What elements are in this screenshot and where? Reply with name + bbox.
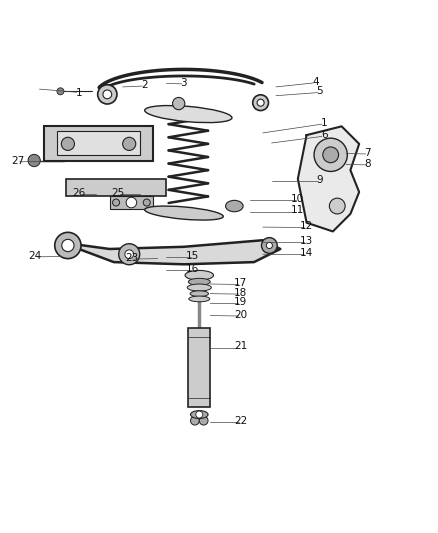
Text: 12: 12 [300,221,313,231]
Ellipse shape [145,106,232,123]
Circle shape [257,99,264,106]
Text: 6: 6 [321,130,328,140]
Text: 16: 16 [186,264,199,273]
Text: 26: 26 [72,188,85,198]
Text: 24: 24 [28,251,42,261]
Circle shape [191,416,199,425]
Circle shape [28,155,40,167]
Text: 19: 19 [234,297,247,308]
Circle shape [126,197,137,208]
Polygon shape [57,131,140,155]
Circle shape [62,239,74,252]
Circle shape [55,232,81,259]
Circle shape [143,199,150,206]
Polygon shape [188,328,210,407]
Circle shape [173,98,185,110]
Ellipse shape [190,291,208,296]
Text: 23: 23 [125,253,138,263]
Circle shape [61,138,74,150]
Text: 7: 7 [364,148,371,158]
Circle shape [125,250,134,259]
Circle shape [57,88,64,95]
Ellipse shape [189,296,210,302]
Text: 17: 17 [234,278,247,288]
Circle shape [103,90,112,99]
Circle shape [113,199,120,206]
Polygon shape [44,126,153,161]
Circle shape [98,85,117,104]
Text: 21: 21 [234,341,247,351]
Text: 4: 4 [312,77,319,87]
Text: 20: 20 [234,310,247,320]
Text: 5: 5 [316,86,323,96]
Circle shape [323,147,339,163]
Polygon shape [61,240,280,264]
Circle shape [119,244,140,265]
Text: 13: 13 [300,236,313,246]
Ellipse shape [185,270,214,280]
Circle shape [329,198,345,214]
Text: 1: 1 [321,118,328,128]
Text: 11: 11 [291,205,304,215]
Ellipse shape [191,410,208,418]
Circle shape [196,411,203,418]
Circle shape [261,238,277,253]
Ellipse shape [187,284,211,291]
Ellipse shape [226,200,243,212]
Ellipse shape [145,206,223,220]
Text: 22: 22 [234,416,247,426]
Circle shape [266,243,272,248]
Text: 2: 2 [141,80,148,90]
Text: 8: 8 [364,159,371,168]
Text: 14: 14 [300,248,313,259]
Circle shape [123,138,136,150]
Circle shape [199,416,208,425]
Polygon shape [110,197,153,209]
Polygon shape [298,126,359,231]
Ellipse shape [188,278,210,285]
Polygon shape [66,179,166,197]
Circle shape [314,138,347,172]
Text: 25: 25 [112,188,125,198]
Circle shape [253,95,268,110]
Text: 18: 18 [234,288,247,298]
Text: 27: 27 [11,156,24,166]
Text: 15: 15 [186,251,199,261]
Text: 3: 3 [180,77,187,87]
Text: 1: 1 [75,88,82,99]
Text: 10: 10 [291,193,304,204]
Text: 9: 9 [316,175,323,185]
